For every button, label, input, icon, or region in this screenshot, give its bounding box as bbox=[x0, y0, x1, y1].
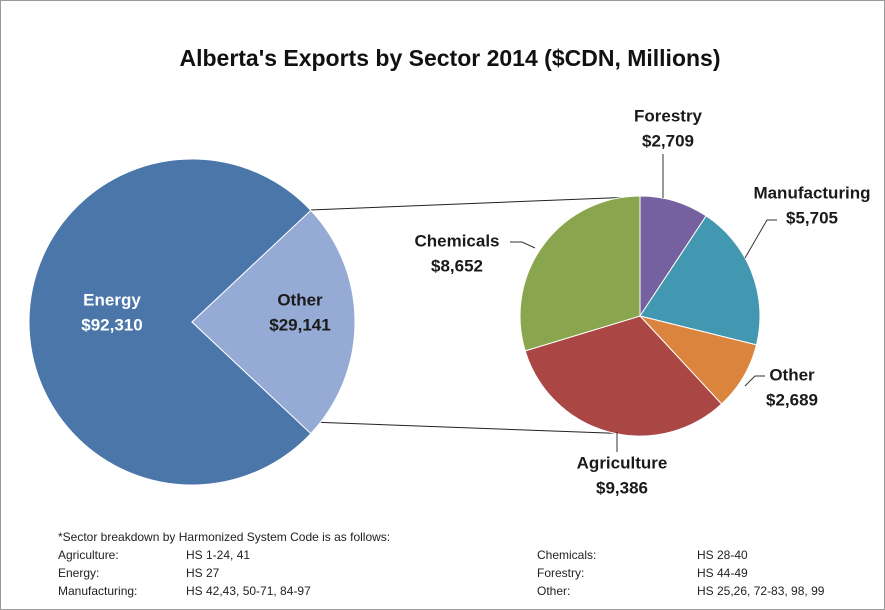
pie-slice bbox=[519, 195, 641, 352]
footnote-cell: Other: bbox=[537, 584, 570, 598]
footnote-heading: *Sector breakdown by Harmonized System C… bbox=[58, 530, 390, 544]
footnote: *Sector breakdown by Harmonized System C… bbox=[58, 530, 825, 598]
footnote-cell: Energy: bbox=[58, 566, 99, 580]
leader-line bbox=[744, 375, 765, 387]
slice-value-label: $2,689 bbox=[766, 390, 818, 409]
slice-label: Other bbox=[277, 290, 323, 309]
connector bbox=[309, 196, 635, 211]
footnote-cell: Agriculture: bbox=[58, 548, 119, 562]
slice-label: Agriculture bbox=[577, 453, 668, 472]
pie-slice bbox=[28, 158, 312, 486]
slice-value-label: $2,709 bbox=[642, 131, 694, 150]
footnote-cell: HS 25,26, 72-83, 98, 99 bbox=[697, 584, 825, 598]
slice-label: Chemicals bbox=[414, 231, 499, 250]
slice-value-label: $29,141 bbox=[269, 315, 330, 334]
slice-value-label: $5,705 bbox=[786, 208, 838, 227]
slice-value-label: $9,386 bbox=[596, 478, 648, 497]
footnote-cell: HS 42,43, 50-71, 84-97 bbox=[186, 584, 311, 598]
pie-slice bbox=[639, 215, 761, 346]
slice-label: Manufacturing bbox=[753, 183, 870, 202]
footnote-cell: HS 1-24, 41 bbox=[186, 548, 250, 562]
chart-title: Alberta's Exports by Sector 2014 ($CDN, … bbox=[179, 45, 720, 71]
slice-value-label: $8,652 bbox=[431, 256, 483, 275]
slice-label: Forestry bbox=[634, 106, 703, 125]
leader-line bbox=[510, 241, 536, 249]
footnote-cell: Forestry: bbox=[537, 566, 584, 580]
footnote-cell: HS 28-40 bbox=[697, 548, 748, 562]
slice-label: Other bbox=[769, 365, 815, 384]
footnote-cell: HS 27 bbox=[186, 566, 220, 580]
pie-slice bbox=[524, 315, 723, 437]
slice-value-label: $92,310 bbox=[81, 315, 142, 334]
pie-slice bbox=[191, 209, 356, 435]
footnote-cell: Manufacturing: bbox=[58, 584, 137, 598]
slice-label: Energy bbox=[83, 290, 141, 309]
leader-line bbox=[744, 219, 777, 259]
footnote-cell: HS 44-49 bbox=[697, 566, 748, 580]
footnote-cell: Chemicals: bbox=[537, 548, 596, 562]
connector bbox=[309, 421, 635, 435]
